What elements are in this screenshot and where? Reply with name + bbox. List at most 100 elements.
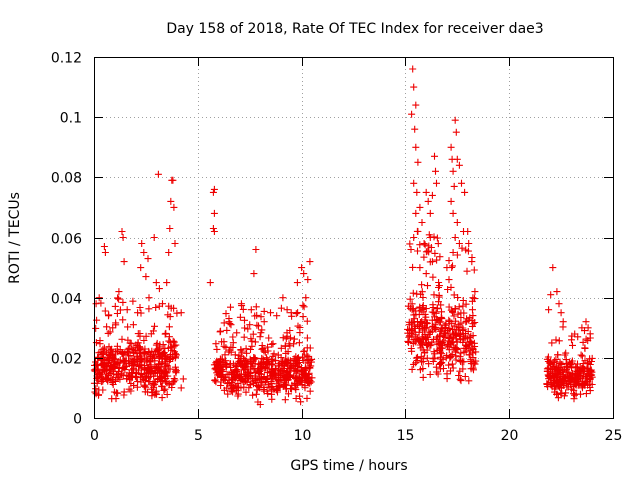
data-point [260, 318, 268, 326]
data-point [563, 359, 571, 367]
data-point [156, 369, 164, 377]
data-point [280, 380, 288, 388]
data-point [134, 330, 142, 338]
data-point [125, 344, 133, 352]
data-point [409, 263, 417, 271]
x-axis-title: GPS time / hours [290, 458, 407, 474]
data-point [283, 306, 291, 314]
data-point [285, 390, 292, 398]
data-point [416, 241, 424, 249]
data-point [552, 356, 560, 363]
data-point [209, 225, 217, 232]
data-point [406, 295, 414, 303]
data-point [449, 308, 457, 316]
data-point [116, 356, 124, 364]
data-point [306, 387, 314, 395]
data-point [231, 362, 239, 370]
data-point [241, 324, 249, 332]
data-point [421, 331, 429, 339]
data-point [100, 344, 108, 352]
data-point [221, 351, 229, 359]
data-point [424, 282, 431, 290]
data-point [212, 340, 220, 348]
data-point [414, 228, 422, 235]
data-point [410, 311, 418, 319]
data-point [303, 351, 311, 359]
data-point [140, 337, 148, 344]
data-point [410, 336, 418, 344]
data-point [227, 303, 234, 311]
data-point [578, 324, 586, 332]
data-point [277, 344, 285, 352]
data-point [445, 303, 453, 311]
data-point [95, 370, 103, 378]
data-point [236, 358, 244, 366]
data-point [445, 325, 453, 332]
data-point [265, 334, 273, 342]
data-point [559, 366, 567, 374]
data-point [447, 197, 455, 205]
data-point [303, 317, 311, 325]
data-point [170, 342, 178, 350]
data-point [455, 323, 463, 331]
data-point [299, 357, 307, 364]
data-point [131, 347, 139, 354]
data-point [281, 342, 289, 350]
data-point [422, 248, 430, 256]
data-point [413, 188, 421, 196]
data-point [255, 370, 263, 377]
data-point [238, 348, 246, 356]
data-point [256, 401, 264, 408]
data-point [455, 161, 463, 169]
data-point [142, 273, 150, 281]
data-point [296, 329, 304, 337]
data-point [426, 234, 434, 241]
data-point [297, 398, 305, 406]
data-point [103, 374, 111, 382]
data-point [426, 342, 434, 350]
data-point [268, 395, 276, 403]
data-point [552, 336, 560, 344]
data-point [302, 374, 310, 382]
data-point [234, 390, 242, 398]
data-point [300, 270, 308, 278]
data-point [450, 312, 458, 320]
data-point [464, 247, 472, 255]
data-point [170, 378, 178, 386]
data-point [140, 249, 148, 256]
data-point [422, 320, 430, 328]
data-point [277, 358, 285, 366]
data-point [209, 188, 217, 196]
data-point [448, 319, 456, 327]
data-point [161, 330, 169, 338]
data-point [114, 294, 122, 302]
data-point [264, 347, 272, 355]
data-point [284, 348, 292, 356]
data-point [557, 309, 565, 317]
data-point [277, 304, 285, 312]
data-point [145, 294, 153, 302]
data-point [466, 314, 474, 322]
data-point [558, 360, 566, 368]
y-axis-title: ROTI / TECUs [7, 192, 23, 284]
data-point [410, 179, 418, 187]
data-point [567, 385, 575, 393]
data-point [428, 327, 436, 335]
data-point [210, 228, 218, 235]
data-point [458, 179, 465, 187]
data-point [404, 337, 412, 345]
data-point [543, 368, 551, 375]
data-point [453, 251, 461, 259]
data-point [408, 306, 416, 314]
data-point [126, 376, 133, 384]
data-point [165, 381, 173, 389]
data-point [227, 360, 234, 368]
data-point [118, 350, 126, 357]
data-point [242, 377, 250, 385]
data-point [468, 322, 476, 330]
data-point [559, 318, 567, 326]
data-point [134, 309, 142, 317]
data-point [545, 372, 553, 380]
data-point [100, 243, 108, 250]
data-point [405, 338, 412, 346]
